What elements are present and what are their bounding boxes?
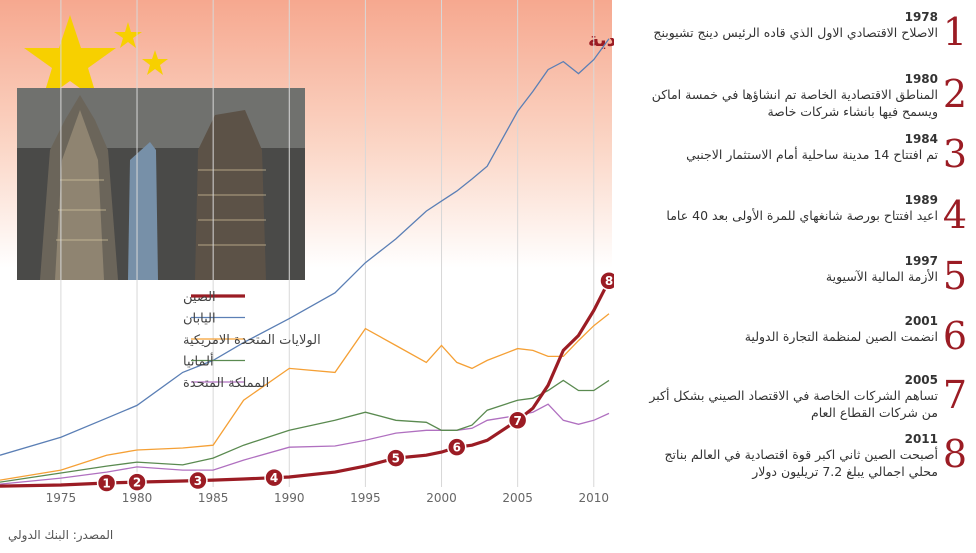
event-year: 1984 xyxy=(904,132,938,146)
x-tick-label: 1980 xyxy=(122,491,153,505)
legend-label: ألمانيا xyxy=(183,353,214,370)
milestone-number: 7 xyxy=(513,414,521,428)
event-text: تم افتتاح 14 مدينة ساحلية أمام الاستثمار… xyxy=(686,147,938,162)
event: 1984 تم افتتاح 14 مدينة ساحلية أمام الاست… xyxy=(633,132,938,163)
milestone-marker xyxy=(264,467,284,488)
event-year: 2011 xyxy=(904,432,938,446)
series-line xyxy=(0,379,610,483)
milestone-number: 3 xyxy=(194,474,202,488)
legend-label: الولايات المتحدة الامريكية xyxy=(183,333,321,348)
chart-title: الناتج المحلي الاجمالي المتزايد للصين وم… xyxy=(588,29,614,51)
milestone-marker xyxy=(599,270,614,291)
event-text: تساهم الشركات الخاصة في الاقتصاد الصيني … xyxy=(649,388,938,420)
event: 2011 أصبحت الصين ثاني اكبر قوة اقتصادية ف… xyxy=(633,432,938,480)
chart: الناتج المحلي الاجمالي المتزايد للصين وم… xyxy=(0,0,614,505)
event-text: الاصلاح الاقتصادي الاول الذي قاده الرئيس… xyxy=(653,25,938,40)
series-line xyxy=(0,403,610,485)
x-tick-label: 2000 xyxy=(426,491,457,505)
event-year: 2005 xyxy=(904,373,938,387)
milestone-marker xyxy=(127,472,147,492)
milestone-marker xyxy=(447,437,467,457)
event-number: 2 xyxy=(942,72,968,116)
series-line xyxy=(0,313,610,481)
x-tick-label: 1975 xyxy=(46,491,77,505)
event-text: اعيد افتتاح بورصة شانغهاي للمرة الأولى ب… xyxy=(666,208,938,223)
event: 1980 المناطق الاقتصادية الخاصة تم انشاؤها… xyxy=(633,72,938,120)
milestone-number: 6 xyxy=(453,441,461,455)
series-line xyxy=(0,38,610,456)
event-number: 8 xyxy=(942,432,968,476)
event-year: 1978 xyxy=(904,10,938,24)
source: المصدر: البنك الدولي xyxy=(8,528,114,542)
milestone-number: 8 xyxy=(605,274,613,288)
legend-label: الصين xyxy=(183,290,216,305)
event: 2001 انضمت الصين لمنظمة التجارة الدولية xyxy=(633,314,938,345)
legend-label: المملكة المتحدة xyxy=(183,376,269,391)
event-text: أصبحت الصين ثاني اكبر قوة اقتصادية في ال… xyxy=(664,447,938,479)
event: 1997 الأزمة المالية الآسيوية xyxy=(633,254,938,285)
milestone-marker xyxy=(507,410,528,431)
milestone-marker xyxy=(386,448,406,468)
event-text: الأزمة المالية الآسيوية xyxy=(825,269,938,284)
event: 1978 الاصلاح الاقتصادي الاول الذي قاده ال… xyxy=(633,10,938,41)
event-number: 7 xyxy=(942,373,968,417)
series-line xyxy=(0,279,611,488)
event-number: 3 xyxy=(942,132,968,176)
x-tick-label: 1990 xyxy=(274,491,305,505)
milestone-number: 2 xyxy=(133,476,141,490)
event-year: 2001 xyxy=(904,314,938,328)
x-tick-label: 1995 xyxy=(350,491,381,505)
event: 2005 تساهم الشركات الخاصة في الاقتصاد الص… xyxy=(633,373,938,421)
milestone-number: 5 xyxy=(392,452,400,466)
milestone-marker xyxy=(96,473,117,493)
legend-label: اليابان xyxy=(183,312,216,327)
event-year: 1980 xyxy=(904,72,938,86)
event-number: 4 xyxy=(942,193,968,237)
event-number: 6 xyxy=(942,314,968,358)
event-year: 1989 xyxy=(904,193,938,207)
event-number: 5 xyxy=(942,254,968,298)
milestone-number: 4 xyxy=(270,471,278,485)
milestone-marker xyxy=(188,470,208,491)
flag-stars xyxy=(24,15,168,101)
event-text: المناطق الاقتصادية الخاصة تم انشاؤها في … xyxy=(651,87,938,119)
photo xyxy=(17,88,305,280)
x-tick-label: 2005 xyxy=(502,491,533,505)
milestone-number: 1 xyxy=(102,476,110,490)
event-year: 1997 xyxy=(904,254,938,268)
event-text: انضمت الصين لمنظمة التجارة الدولية xyxy=(744,329,938,344)
event-number: 1 xyxy=(942,10,968,54)
event: 1989 اعيد افتتاح بورصة شانغهاي للمرة الأو… xyxy=(633,193,938,224)
x-tick-label: 1985 xyxy=(198,491,229,505)
x-tick-label: 2010 xyxy=(579,491,610,505)
